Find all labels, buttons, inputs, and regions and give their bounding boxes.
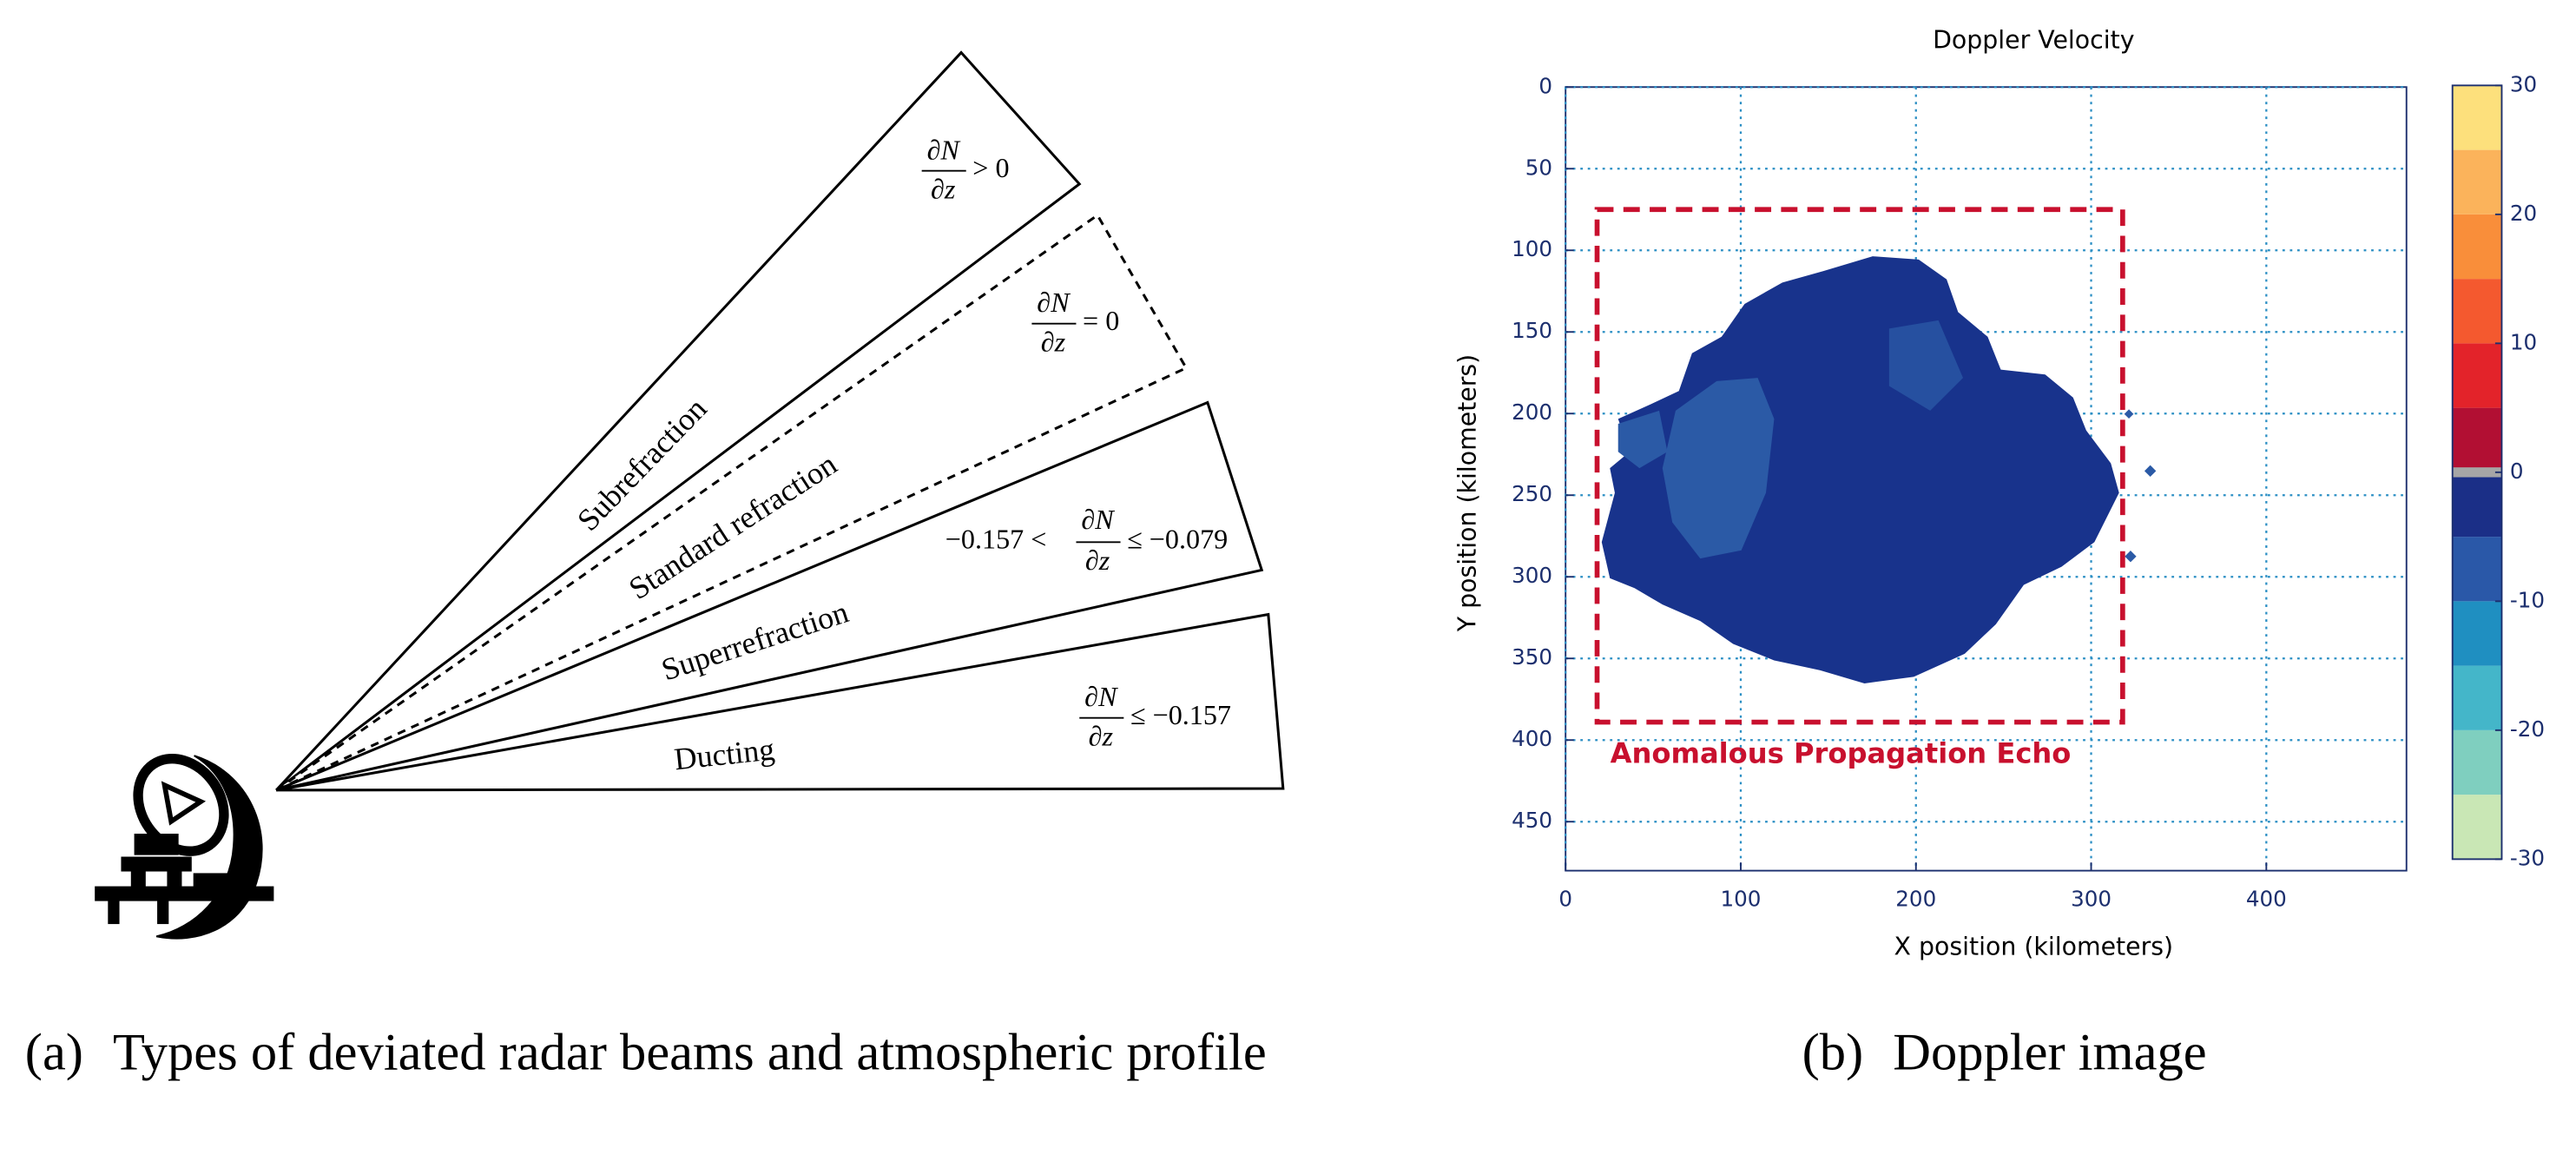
formulas: ∂N ∂z > 0 ∂N ∂z = 0 −0.157 < ∂N ∂z ≤ −0.… bbox=[921, 134, 1231, 752]
y-tick-label: 450 bbox=[1512, 808, 1552, 833]
x-tick-label: 200 bbox=[1895, 887, 1936, 912]
caption-a: (a) Types of deviated radar beams and atm… bbox=[25, 1022, 1421, 1081]
caption-text: Doppler image bbox=[1893, 1021, 2207, 1081]
radar-box bbox=[193, 873, 228, 888]
colorbar-band bbox=[2452, 665, 2502, 730]
caption-label: (b) bbox=[1802, 1021, 1864, 1081]
radar-platform bbox=[95, 886, 274, 901]
radar-post bbox=[167, 869, 182, 892]
beam-diagram bbox=[275, 50, 1285, 792]
annotation-layer: Anomalous Propagation Echo bbox=[1594, 207, 2125, 769]
caption-b-box: (b) Doppler image bbox=[1802, 1022, 2558, 1081]
colorbar-band bbox=[2452, 279, 2502, 344]
formula-suffix: ≤ −0.157 bbox=[1130, 699, 1231, 730]
radar-post bbox=[130, 869, 146, 892]
radar-icon bbox=[95, 753, 274, 940]
echo-region-light bbox=[1888, 320, 1963, 411]
radar-leg bbox=[157, 899, 169, 925]
colorbar-band bbox=[2452, 795, 2502, 860]
formula-numerator: ∂N bbox=[927, 134, 961, 165]
axes: 0 100 200 300 400 0 50 100 150 200 250 300 350 400 450 bbox=[1512, 73, 2287, 911]
caption-a-box: (a) Types of deviated radar beams and atm… bbox=[25, 1022, 1421, 1081]
formula-numerator: ∂N bbox=[1084, 681, 1118, 712]
y-tick-label: 50 bbox=[1525, 155, 1552, 180]
colorbar-tick-label: -30 bbox=[2510, 845, 2545, 870]
x-tick-label: 100 bbox=[1721, 887, 1762, 912]
colorbar-tick-label: -20 bbox=[2510, 716, 2545, 742]
caption-label: (a) bbox=[24, 1021, 83, 1081]
x-tick-label: 300 bbox=[2071, 887, 2112, 912]
formula-numerator: ∂N bbox=[1081, 504, 1115, 535]
caption-b: (b) Doppler image bbox=[1802, 1022, 2558, 1081]
colorbar-band bbox=[2452, 149, 2502, 214]
y-tick-label: 350 bbox=[1512, 644, 1552, 670]
y-tick-label: 250 bbox=[1512, 481, 1552, 506]
colorbar-band bbox=[2452, 85, 2502, 150]
echo-cloud bbox=[1601, 256, 2157, 683]
echo-region bbox=[1601, 256, 2119, 683]
formula-numerator: ∂N bbox=[1037, 287, 1071, 318]
colorbar-tick-label: 20 bbox=[2510, 201, 2537, 226]
x-tick-label: 400 bbox=[2246, 887, 2287, 912]
x-axis-label: X position (kilometers) bbox=[1894, 933, 2174, 961]
y-tick-label: 0 bbox=[1538, 73, 1552, 98]
radar-feed bbox=[161, 781, 207, 826]
annotation-text: Anomalous Propagation Echo bbox=[1611, 736, 2072, 769]
colorbar-tick-label: 10 bbox=[2510, 329, 2537, 354]
colorbar-tick-label: 0 bbox=[2510, 459, 2524, 484]
formula-denominator: ∂z bbox=[931, 174, 956, 205]
colorbar: -30 -20 -10 0 10 20 30 bbox=[2451, 71, 2545, 870]
y-tick-label: 300 bbox=[1512, 563, 1552, 588]
y-tick-label: 150 bbox=[1512, 318, 1552, 343]
echo-region-light bbox=[1662, 378, 1775, 559]
caption-text: Types of deviated radar beams and atmosp… bbox=[113, 1021, 1267, 1081]
x-tick-label: 0 bbox=[1558, 887, 1572, 912]
formula-suffix: ≤ −0.079 bbox=[1127, 524, 1228, 555]
radar-dish bbox=[133, 753, 229, 856]
colorbar-tick-label: 30 bbox=[2510, 71, 2537, 96]
radar-mount bbox=[134, 834, 179, 855]
radar-leg bbox=[108, 899, 120, 925]
formula-denominator: ∂z bbox=[1041, 327, 1066, 358]
colorbar-band bbox=[2452, 407, 2502, 472]
formula-suffix: > 0 bbox=[972, 152, 1009, 183]
echo-region-light bbox=[1617, 410, 1668, 469]
chart-title: Doppler Velocity bbox=[1933, 25, 2134, 54]
annotation-box bbox=[1594, 207, 2125, 725]
beam-ducting bbox=[275, 612, 1285, 792]
formula-denominator: ∂z bbox=[1085, 544, 1110, 576]
colorbar-band bbox=[2452, 214, 2502, 280]
formula-prefix: −0.157 < bbox=[945, 524, 1047, 555]
colorbar-band bbox=[2452, 343, 2502, 408]
formula-suffix: = 0 bbox=[1083, 305, 1119, 336]
y-tick-label: 100 bbox=[1512, 236, 1552, 261]
y-tick-label: 200 bbox=[1512, 399, 1552, 425]
beam-standard bbox=[275, 213, 1189, 792]
colorbar-zero bbox=[2452, 467, 2502, 478]
y-tick-label: 400 bbox=[1512, 726, 1552, 751]
colorbar-band bbox=[2452, 537, 2502, 602]
colorbar-tick-label: -10 bbox=[2510, 587, 2545, 612]
y-axis-label: Y position (kilometers) bbox=[1453, 354, 1482, 632]
colorbar-band bbox=[2452, 729, 2502, 795]
beam-subrefraction bbox=[275, 50, 1082, 792]
radar-deck bbox=[121, 856, 192, 872]
colorbar-band bbox=[2452, 472, 2502, 538]
colorbar-band bbox=[2452, 601, 2502, 666]
beam-superrefraction bbox=[275, 400, 1264, 792]
formula-denominator: ∂z bbox=[1089, 721, 1114, 752]
